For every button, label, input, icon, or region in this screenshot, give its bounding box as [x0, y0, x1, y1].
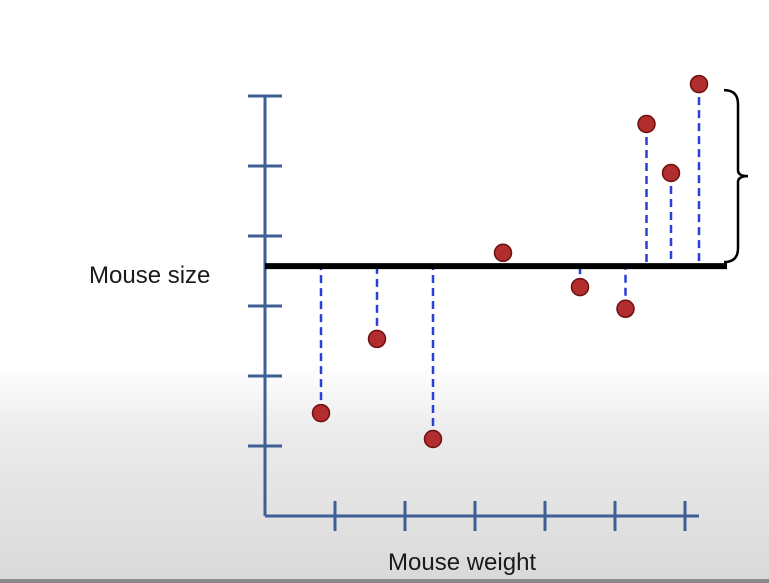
axes [248, 94, 699, 531]
data-point [689, 74, 709, 94]
data-point [423, 429, 443, 449]
brace-group [723, 88, 749, 264]
data-point [616, 299, 635, 319]
data-point [570, 277, 590, 297]
bottom-strip [0, 579, 769, 583]
data-point [311, 403, 331, 423]
data-point [637, 114, 656, 134]
data-point [661, 163, 681, 183]
brace [723, 88, 749, 264]
x-axis-label: Mouse weight [388, 549, 536, 576]
residual-lines [319, 84, 701, 439]
data-point [493, 243, 513, 263]
data-point [367, 329, 387, 349]
y-axis-label: Mouse size [89, 262, 210, 289]
data-points [311, 74, 709, 449]
